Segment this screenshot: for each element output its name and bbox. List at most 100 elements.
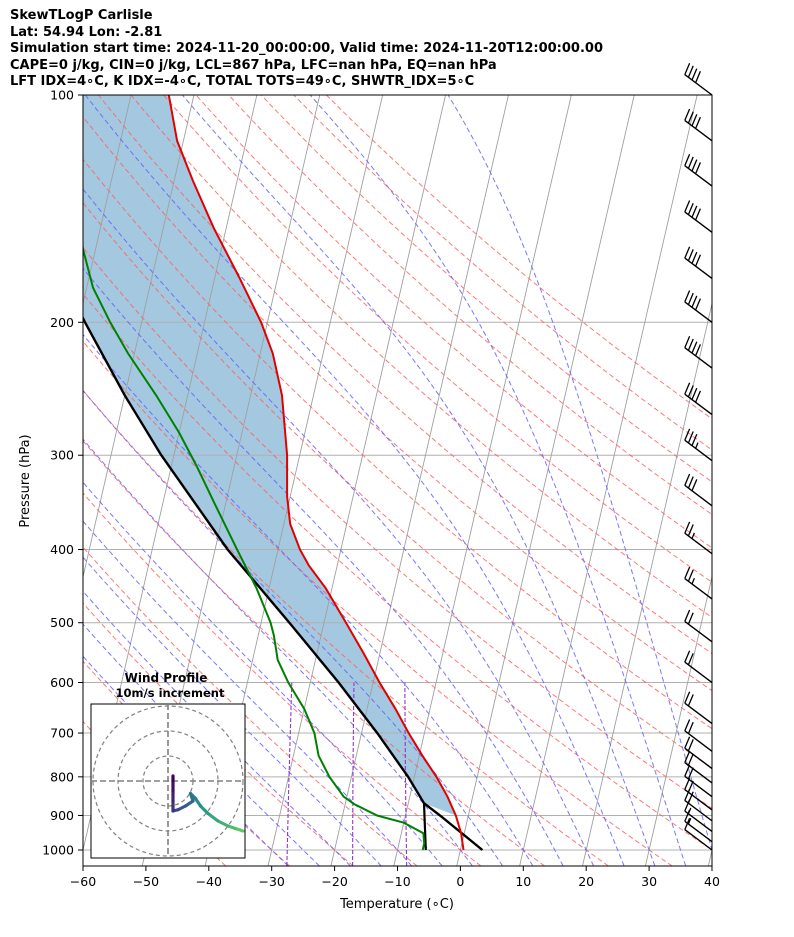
isotherm (83, 95, 195, 579)
y-tick-label: 600 (50, 675, 74, 690)
isotherm (644, 574, 712, 866)
isotherm (0, 95, 5, 866)
indices-line-1: CAPE=0 j/kg, CIN=0 j/kg, LCL=867 hPa, LF… (10, 57, 497, 73)
moist-adiabat (83, 188, 595, 866)
wind-barb (684, 200, 713, 233)
mixing-ratio-line (352, 682, 355, 866)
wind-barb (684, 521, 713, 555)
hodograph-title: Wind Profile (125, 671, 208, 685)
isotherm (582, 301, 712, 866)
x-axis-label: Temperature (∘C) (339, 897, 454, 912)
wind-barb (684, 336, 713, 369)
x-tick-label: −50 (133, 874, 159, 889)
y-tick-label: 1000 (42, 843, 74, 858)
wind-barb (684, 290, 713, 323)
wind-barb (684, 817, 713, 851)
isotherm (83, 95, 132, 306)
dry-adiabat (83, 116, 712, 692)
hodograph-segment (198, 804, 210, 816)
parcel-profile-line (83, 315, 484, 851)
moist-adiabat (447, 95, 712, 852)
y-tick-label: 700 (50, 726, 74, 741)
dry-adiabat (83, 546, 418, 866)
y-tick-label: 900 (50, 808, 74, 823)
y-tick-label: 400 (50, 542, 74, 557)
x-tick-label: −20 (321, 874, 347, 889)
moist-adiabat (84, 95, 625, 866)
dry-adiabat (228, 95, 712, 516)
moist-adiabat (83, 333, 534, 866)
mixing-ratio-line (404, 682, 408, 866)
moist-adiabat (83, 520, 413, 866)
x-tick-label: 20 (578, 874, 594, 889)
dry-adiabat (130, 95, 712, 619)
dry-adiabat (83, 246, 712, 810)
y-tick-label: 100 (50, 88, 74, 103)
dry-adiabat (98, 95, 712, 655)
y-tick-label: 200 (50, 315, 74, 330)
moist-adiabat (83, 556, 382, 866)
wind-barb (684, 809, 713, 843)
x-tick-label: −30 (259, 874, 285, 889)
dry-adiabat (293, 95, 712, 451)
wind-barb (684, 650, 713, 684)
y-tick-label: 500 (50, 615, 74, 630)
isotherm (456, 95, 635, 866)
dry-adiabat (83, 202, 712, 769)
isotherm (519, 95, 698, 866)
chart-header: SkewTLogP Carlisle Lat: 54.94 Lon: -2.81… (10, 8, 603, 91)
temperature-profile-line (167, 95, 465, 851)
isotherm (0, 95, 68, 866)
wind-barb (684, 153, 713, 187)
location-line: Lat: 54.94 Lon: -2.81 (10, 24, 163, 40)
isotherm (707, 847, 712, 866)
wind-barb (684, 719, 713, 752)
wind-barb (684, 609, 713, 643)
isotherm (330, 95, 509, 866)
parcel-dry-segment (422, 803, 427, 851)
dry-adiabat (195, 95, 712, 549)
moist-adiabat (83, 389, 504, 866)
moist-adiabat (309, 95, 687, 866)
y-axis-label: Pressure (hPa) (18, 434, 33, 527)
wind-barb (684, 473, 713, 507)
moist-adiabat (83, 267, 564, 866)
wind-barb (684, 382, 713, 416)
moist-adiabat (83, 590, 351, 866)
hodograph-subtitle: 10m/s increment (116, 686, 225, 700)
y-tick-label: 800 (50, 769, 74, 784)
chart-title: SkewTLogP Carlisle (10, 8, 153, 23)
dry-adiabat (83, 492, 482, 866)
dry-adiabat (326, 95, 712, 420)
wind-barb (684, 428, 713, 462)
wind-barb (684, 108, 713, 142)
dry-adiabat (83, 440, 545, 866)
wind-barb (684, 566, 713, 600)
dry-adiabat (83, 389, 609, 866)
dry-adiabat (83, 340, 673, 866)
moist-adiabat (83, 623, 320, 866)
wind-barb (684, 246, 713, 280)
x-tick-label: 10 (515, 874, 531, 889)
moist-adiabat (181, 95, 656, 866)
dry-adiabat (83, 293, 712, 851)
moist-adiabat (83, 438, 473, 866)
y-tick-label: 300 (50, 448, 74, 463)
x-tick-label: 0 (456, 874, 464, 889)
dry-adiabat (260, 95, 712, 483)
dewpoint-profile-line (83, 241, 426, 851)
x-tick-label: −10 (384, 874, 410, 889)
x-tick-label: 30 (641, 874, 657, 889)
x-tick-label: −60 (70, 874, 96, 889)
time-line: Simulation start time: 2024-11-20_00:00:… (10, 41, 603, 56)
mixing-ratio-line (286, 682, 293, 866)
hodograph-segment (206, 811, 220, 823)
x-tick-label: 40 (704, 874, 720, 889)
hodograph-segment (216, 819, 230, 828)
indices-line-2: LFT IDX=4∘C, K IDX=-4∘C, TOTAL TOTS=49∘C… (10, 74, 475, 89)
wind-barb (684, 62, 713, 96)
x-tick-label: −40 (196, 874, 222, 889)
wind-barb (684, 691, 713, 725)
dry-adiabat (163, 95, 712, 583)
